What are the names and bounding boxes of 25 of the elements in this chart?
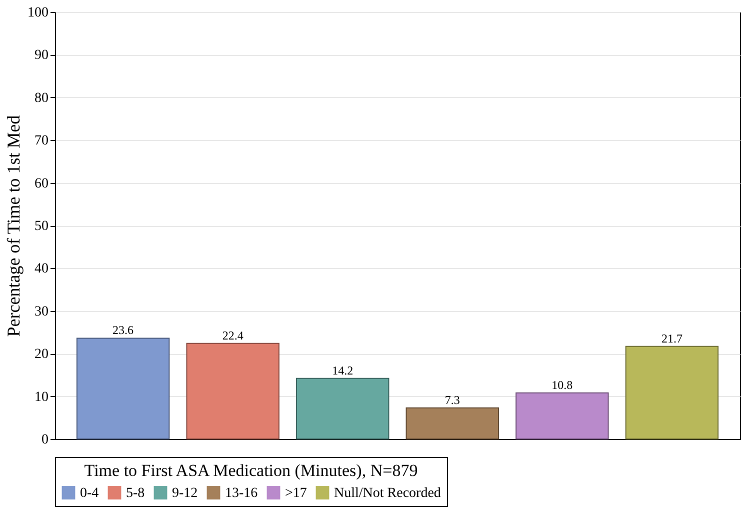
y-tick-label: 0 <box>42 432 48 448</box>
legend-label: >17 <box>285 486 307 501</box>
y-tick-label: 30 <box>34 304 48 320</box>
legend-label: Null/Not Recorded <box>334 486 441 501</box>
legend-label: 9-12 <box>172 486 198 501</box>
y-tick-label: 20 <box>34 347 48 362</box>
legend-title: Time to First ASA Medication (Minutes), N=879 <box>84 461 418 480</box>
data-label: 7.3 <box>444 392 460 407</box>
legend-label: 0-4 <box>80 486 99 501</box>
y-tick-label: 50 <box>34 219 48 234</box>
y-axis-title: Percentage of Time to 1st Med <box>4 115 24 337</box>
data-label: 23.6 <box>112 323 134 338</box>
data-label: 21.7 <box>661 331 682 346</box>
y-tick-label: 90 <box>34 48 48 64</box>
data-label: 14.2 <box>332 363 354 378</box>
y-tick-label: 40 <box>34 262 48 277</box>
data-label: 22.4 <box>222 328 244 342</box>
legend-label: 5-8 <box>126 486 145 501</box>
y-tick-label: 70 <box>34 134 48 149</box>
y-tick-label: 80 <box>34 90 48 106</box>
legend-label: 13-16 <box>225 486 258 501</box>
data-label: 10.8 <box>552 378 573 392</box>
y-tick-label: 60 <box>34 176 48 192</box>
y-tick-label: 100 <box>28 6 48 20</box>
y-tick-label: 10 <box>34 390 48 405</box>
